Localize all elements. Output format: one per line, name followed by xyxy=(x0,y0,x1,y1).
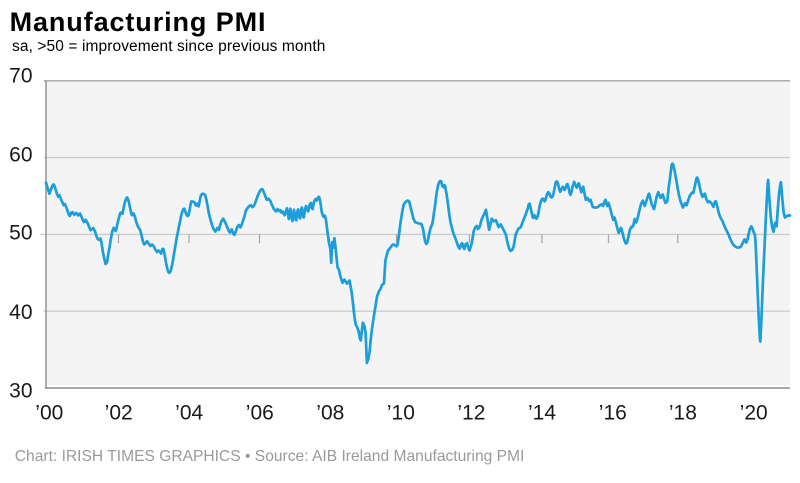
svg-text:’02: ’02 xyxy=(105,402,133,425)
svg-text:’08: ’08 xyxy=(316,402,344,425)
svg-text:Manufacturing PMI: Manufacturing PMI xyxy=(10,7,267,37)
svg-text:’10: ’10 xyxy=(387,402,415,425)
svg-text:’04: ’04 xyxy=(175,402,203,425)
svg-text:’12: ’12 xyxy=(457,402,485,425)
svg-text:’06: ’06 xyxy=(246,402,274,425)
svg-text:’14: ’14 xyxy=(528,402,556,425)
svg-text:’16: ’16 xyxy=(599,402,627,425)
svg-text:’18: ’18 xyxy=(669,402,697,425)
svg-text:70: 70 xyxy=(9,65,32,88)
svg-text:30: 30 xyxy=(9,380,32,403)
svg-text:sa, >50 = improvement since pr: sa, >50 = improvement since previous mon… xyxy=(12,38,326,55)
svg-text:50: 50 xyxy=(9,221,32,244)
svg-text:40: 40 xyxy=(9,301,32,324)
svg-text:’00: ’00 xyxy=(35,402,63,425)
svg-text:60: 60 xyxy=(9,144,32,167)
svg-text:’20: ’20 xyxy=(740,402,768,425)
svg-text:Chart: IRISH TIMES GRAPHICS •: Chart: IRISH TIMES GRAPHICS • Source: AI… xyxy=(15,448,525,465)
